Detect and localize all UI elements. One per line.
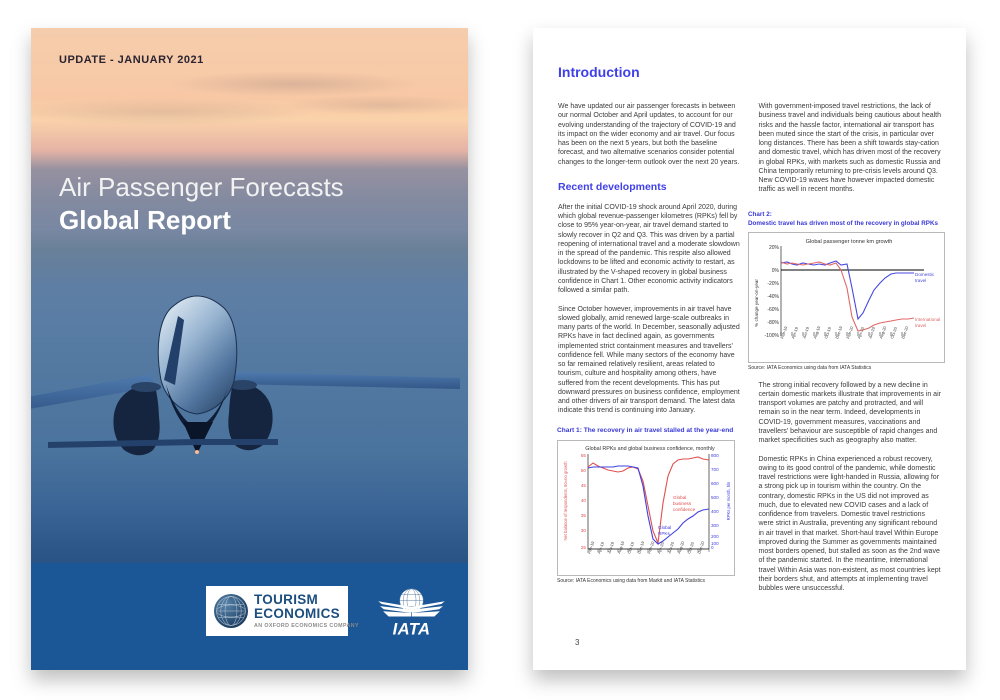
svg-text:-20%: -20% — [767, 281, 779, 287]
svg-text:40: 40 — [581, 498, 587, 503]
svg-text:Oct-19: Oct-19 — [626, 541, 635, 555]
svg-text:RPKs: RPKs — [658, 531, 670, 536]
svg-text:Oct-19: Oct-19 — [823, 326, 832, 340]
svg-text:Dec-19: Dec-19 — [636, 540, 645, 555]
svg-text:International: International — [915, 317, 940, 322]
svg-text:Global passenger tonne km grow: Global passenger tonne km growth — [806, 239, 893, 245]
svg-text:Apr-19: Apr-19 — [790, 326, 799, 340]
svg-text:35: 35 — [581, 513, 587, 518]
svg-text:20%: 20% — [769, 245, 780, 251]
svg-text:Apr-19: Apr-19 — [596, 541, 605, 555]
svg-text:-100%: -100% — [765, 333, 780, 339]
svg-text:Jun-19: Jun-19 — [606, 540, 615, 554]
svg-text:Dec-19: Dec-19 — [834, 325, 843, 340]
svg-text:Net balance of respondents, 50: Net balance of respondents, 50=no growth — [563, 461, 568, 541]
svg-text:0: 0 — [711, 545, 714, 550]
svg-text:50: 50 — [581, 468, 587, 473]
svg-text:0%: 0% — [772, 268, 780, 274]
svg-text:Feb-20: Feb-20 — [646, 540, 655, 554]
svg-text:Global RPKs and global busines: Global RPKs and global business confiden… — [585, 446, 715, 452]
svg-text:-60%: -60% — [767, 307, 779, 313]
svg-text:travel: travel — [915, 323, 926, 328]
svg-text:400: 400 — [711, 509, 719, 514]
svg-text:Feb-19: Feb-19 — [779, 325, 788, 339]
svg-text:Feb-19: Feb-19 — [586, 540, 595, 554]
svg-text:business: business — [673, 501, 692, 506]
svg-text:Aug-20: Aug-20 — [676, 540, 685, 555]
svg-text:Aug-20: Aug-20 — [878, 325, 887, 340]
svg-text:Aug-19: Aug-19 — [812, 325, 821, 340]
svg-text:800: 800 — [711, 453, 719, 458]
svg-text:300: 300 — [711, 523, 719, 528]
svg-text:Oct-20: Oct-20 — [686, 541, 695, 555]
svg-text:25: 25 — [581, 545, 587, 550]
svg-text:Global: Global — [658, 525, 671, 530]
svg-text:% change year-on-year: % change year-on-year — [754, 279, 759, 327]
svg-text:500: 500 — [711, 495, 719, 500]
svg-text:Jun-20: Jun-20 — [666, 540, 675, 554]
svg-text:-80%: -80% — [767, 320, 779, 326]
svg-text:Domestic: Domestic — [915, 272, 935, 277]
svg-text:-40%: -40% — [767, 294, 779, 300]
svg-text:confidence: confidence — [673, 507, 696, 512]
svg-text:30: 30 — [581, 528, 587, 533]
svg-text:200: 200 — [711, 534, 719, 539]
svg-text:travel: travel — [915, 278, 926, 283]
svg-text:45: 45 — [581, 483, 587, 488]
svg-text:Jun-20: Jun-20 — [867, 325, 876, 339]
svg-text:IATA: IATA — [393, 620, 431, 638]
svg-text:Dec-20: Dec-20 — [696, 540, 705, 555]
svg-text:Feb-20: Feb-20 — [845, 325, 854, 339]
svg-text:Aug-19: Aug-19 — [616, 540, 625, 555]
svg-text:55: 55 — [581, 453, 587, 458]
svg-text:Jun-19: Jun-19 — [801, 325, 810, 339]
svg-text:Global: Global — [673, 495, 686, 500]
svg-text:Apr-20: Apr-20 — [856, 326, 865, 340]
svg-text:RPKs per month, bln: RPKs per month, bln — [726, 481, 731, 520]
svg-text:Oct-20: Oct-20 — [889, 326, 898, 340]
svg-text:700: 700 — [711, 467, 719, 472]
svg-text:Dec-20: Dec-20 — [900, 325, 909, 340]
svg-text:600: 600 — [711, 481, 719, 486]
